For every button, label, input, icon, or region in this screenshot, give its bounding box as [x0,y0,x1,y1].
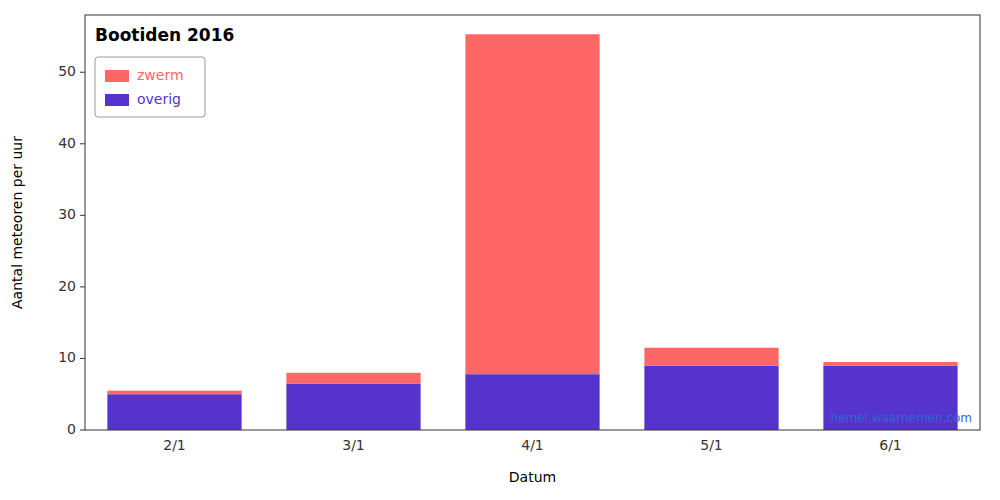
bar-segment [644,366,778,430]
legend-swatch [105,94,129,106]
y-tick [80,430,85,431]
x-tick-label: 2/1 [163,437,186,453]
page: {"chart_data": {"type": "bar", "stacked"… [0,0,1000,500]
annotation: hemel.waarnemen.com [830,411,972,425]
bar-segment [286,373,420,384]
bar-segment [465,34,599,374]
title: Bootiden 2016 [95,25,234,45]
y-tick-label: 0 [67,421,76,437]
bar-segment [644,348,778,366]
y-tick [80,358,85,359]
plot-frame [85,15,980,430]
legend-box [95,57,205,117]
chart-container: 0 10 20 30 40 50 2/1 3/1 4/1 5/1 6/1 Datum Aantal me… [0,0,1000,500]
x-tick-label: 3/1 [342,437,365,453]
x-tick-label: 6/1 [879,437,902,453]
y-tick-label: 20 [58,278,76,294]
y-tick-label: 50 [58,63,76,79]
y-tick [80,286,85,287]
y-tick [80,215,85,216]
legend-label: zwerm [137,67,184,83]
x-axis: 2/1 3/1 4/1 5/1 6/1 [163,437,902,453]
bar-segment [286,383,420,430]
bar-segment [823,362,957,366]
x-axis-label: Datum [509,469,556,485]
y-tick-label: 30 [58,206,76,222]
bar-segment [465,374,599,430]
y-tick-label: 40 [58,135,76,151]
bar-segment [107,394,241,430]
chart: 0 10 20 30 40 50 2/1 3/1 4/1 5/1 6/1 Datum Aantal me… [0,0,1000,500]
legend: zwerm overig [95,57,205,117]
x-tick-label: 5/1 [700,437,723,453]
y-axis-label: Aantal meteoren per uur [9,136,25,309]
y-axis: 0 10 20 30 40 50 [58,63,85,437]
y-tick-label: 10 [58,349,76,365]
y-tick [80,143,85,144]
x-tick-label: 4/1 [521,437,544,453]
bars [107,34,957,430]
legend-label: overig [137,91,181,107]
legend-swatch [105,70,129,82]
bar-segment [107,391,241,395]
y-tick [80,72,85,73]
